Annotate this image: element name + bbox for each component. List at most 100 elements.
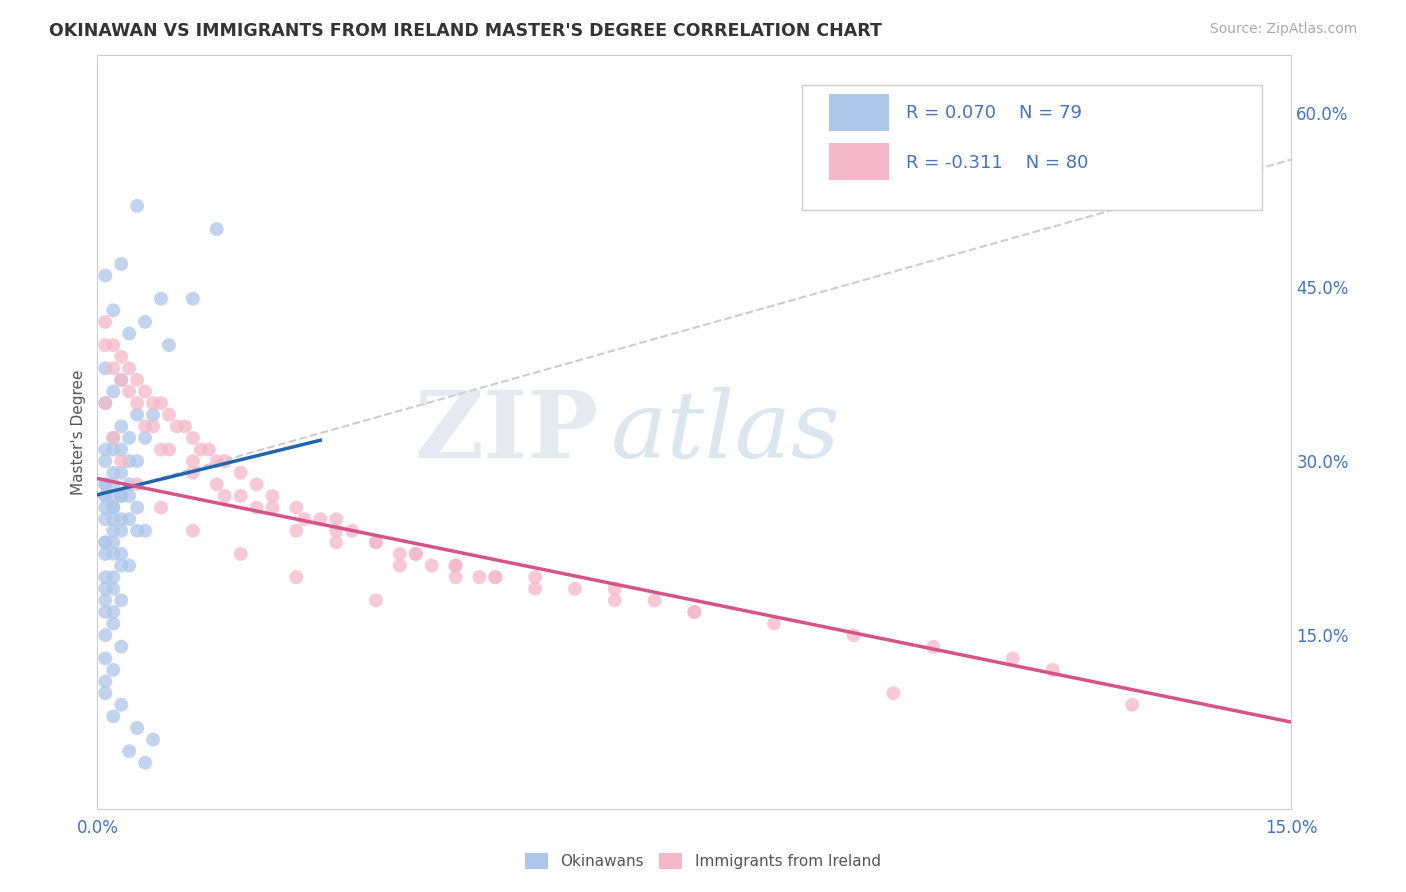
Point [174, 419, 197, 434]
Point [127, 500, 149, 515]
Point [110, 593, 132, 607]
Point [181, 454, 204, 468]
Point [484, 570, 506, 584]
Point [190, 442, 212, 457]
Point [262, 500, 284, 515]
Point [103, 663, 125, 677]
Point [388, 547, 411, 561]
Point [94, 489, 117, 503]
Point [94, 686, 117, 700]
Point [134, 431, 156, 445]
Point [94, 547, 117, 561]
Point [103, 384, 125, 399]
Point [103, 547, 125, 561]
Point [285, 524, 308, 538]
Point [198, 442, 221, 457]
Point [1042, 663, 1064, 677]
Text: R = -0.311    N = 80: R = -0.311 N = 80 [905, 154, 1088, 172]
Point [214, 454, 236, 468]
Point [214, 489, 236, 503]
Point [150, 396, 173, 410]
Point [150, 500, 173, 515]
Point [245, 500, 267, 515]
Point [127, 408, 149, 422]
Point [110, 547, 132, 561]
Point [127, 477, 149, 491]
Point [103, 361, 125, 376]
Point [285, 570, 308, 584]
Point [134, 756, 156, 770]
Point [110, 373, 132, 387]
Point [103, 582, 125, 596]
Point [229, 466, 252, 480]
Point [94, 570, 117, 584]
Y-axis label: Master's Degree: Master's Degree [72, 369, 86, 495]
Text: ZIP: ZIP [415, 387, 599, 477]
Point [103, 477, 125, 491]
Point [157, 442, 180, 457]
Point [110, 524, 132, 538]
Point [94, 315, 117, 329]
Point [142, 396, 165, 410]
Point [110, 698, 132, 712]
Point [110, 489, 132, 503]
Point [118, 431, 141, 445]
Point [103, 709, 125, 723]
Point [364, 535, 387, 549]
Point [103, 535, 125, 549]
Point [103, 466, 125, 480]
Point [94, 442, 117, 457]
Point [1001, 651, 1024, 665]
Point [524, 570, 547, 584]
Point [468, 570, 491, 584]
Point [134, 384, 156, 399]
Point [127, 524, 149, 538]
Point [118, 489, 141, 503]
Point [340, 524, 363, 538]
Point [110, 373, 132, 387]
Point [157, 408, 180, 422]
Point [127, 396, 149, 410]
Point [103, 500, 125, 515]
FancyBboxPatch shape [830, 95, 889, 130]
Point [683, 605, 706, 619]
Point [94, 396, 117, 410]
Point [444, 570, 467, 584]
Point [94, 454, 117, 468]
Point [103, 524, 125, 538]
Point [205, 477, 228, 491]
Point [388, 558, 411, 573]
Point [142, 732, 165, 747]
Point [103, 431, 125, 445]
Point [181, 524, 204, 538]
Point [181, 292, 204, 306]
Point [94, 674, 117, 689]
Text: atlas: atlas [610, 387, 841, 477]
Point [118, 512, 141, 526]
Point [405, 547, 427, 561]
Point [103, 500, 125, 515]
Point [205, 222, 228, 236]
Point [103, 338, 125, 352]
Point [118, 384, 141, 399]
Point [103, 512, 125, 526]
Point [94, 477, 117, 491]
Point [118, 477, 141, 491]
Point [181, 431, 204, 445]
Point [127, 199, 149, 213]
Point [444, 558, 467, 573]
Point [94, 582, 117, 596]
Point [142, 408, 165, 422]
Point [94, 268, 117, 283]
Point [94, 628, 117, 642]
Point [524, 582, 547, 596]
Point [150, 292, 173, 306]
Point [94, 361, 117, 376]
Point [110, 640, 132, 654]
Point [110, 466, 132, 480]
Point [94, 489, 117, 503]
Point [118, 326, 141, 341]
Point [205, 454, 228, 468]
Point [364, 535, 387, 549]
Point [103, 442, 125, 457]
